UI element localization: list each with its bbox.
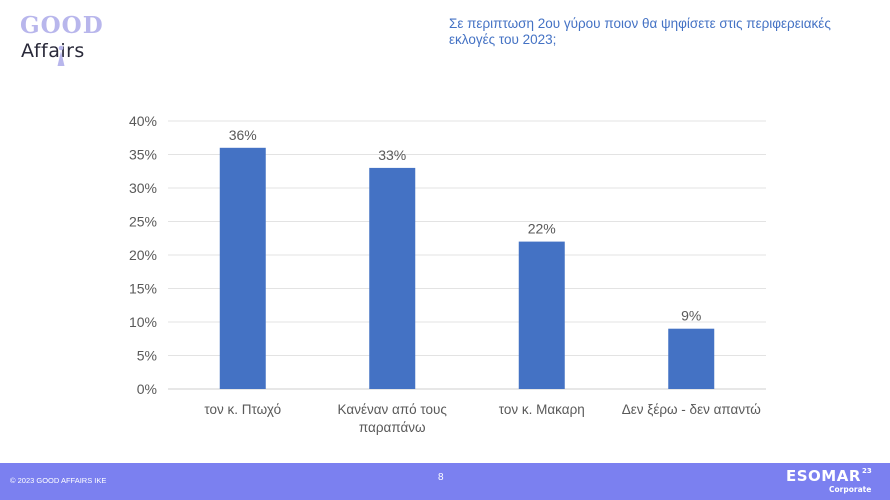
x-category-label: Κανέναν από τους (338, 402, 448, 417)
esomar-logo-text: ESOMAR (786, 467, 861, 485)
x-category-label: Δεν ξέρω - δεν απαντώ (622, 402, 761, 417)
esomar-year: 23 (862, 467, 872, 475)
bar (219, 147, 266, 389)
bar-chart: 0% 5% 10% 15% 20% 25% 30% 35% 40% 36% τον κ. Πτωχό… (129, 113, 766, 435)
y-tick-label: 15% (129, 281, 157, 297)
x-category-label: παραπάνω (359, 420, 426, 435)
bar (518, 241, 565, 389)
data-label: 22% (528, 221, 556, 237)
bar (668, 328, 715, 389)
footer-bar: © 2023 GOOD AFFAIRS IKE 8 ESOMAR 23 Corp… (0, 463, 890, 500)
bar (369, 167, 416, 389)
page-number: 8 (438, 472, 444, 483)
logo-figure-icon (57, 45, 65, 66)
x-category-label: τον κ. Μακαρη (499, 402, 585, 417)
y-tick-label: 35% (129, 147, 157, 163)
logo-word-good: GOOD (20, 12, 104, 39)
data-label: 9% (681, 308, 701, 324)
y-tick-label: 20% (129, 247, 157, 263)
data-label: 33% (378, 147, 406, 163)
good-affairs-logo: GOOD Affairs (20, 12, 130, 72)
y-tick-label: 30% (129, 180, 157, 196)
survey-question: Σε περιπτωση 2ου γύρου ποιον θα ψηφίσετε… (449, 16, 831, 47)
y-tick-label: 10% (129, 314, 157, 330)
data-label: 36% (229, 127, 257, 143)
esomar-subtitle: Corporate (829, 485, 872, 494)
x-category-label: τον κ. Πτωχό (204, 402, 281, 417)
y-tick-label: 5% (137, 348, 157, 364)
y-tick-label: 25% (129, 214, 157, 230)
logo-word-affairs: Affairs (21, 40, 85, 62)
y-tick-label: 40% (129, 113, 157, 129)
copyright-text: © 2023 GOOD AFFAIRS IKE (10, 476, 107, 485)
y-tick-label: 0% (137, 381, 157, 397)
